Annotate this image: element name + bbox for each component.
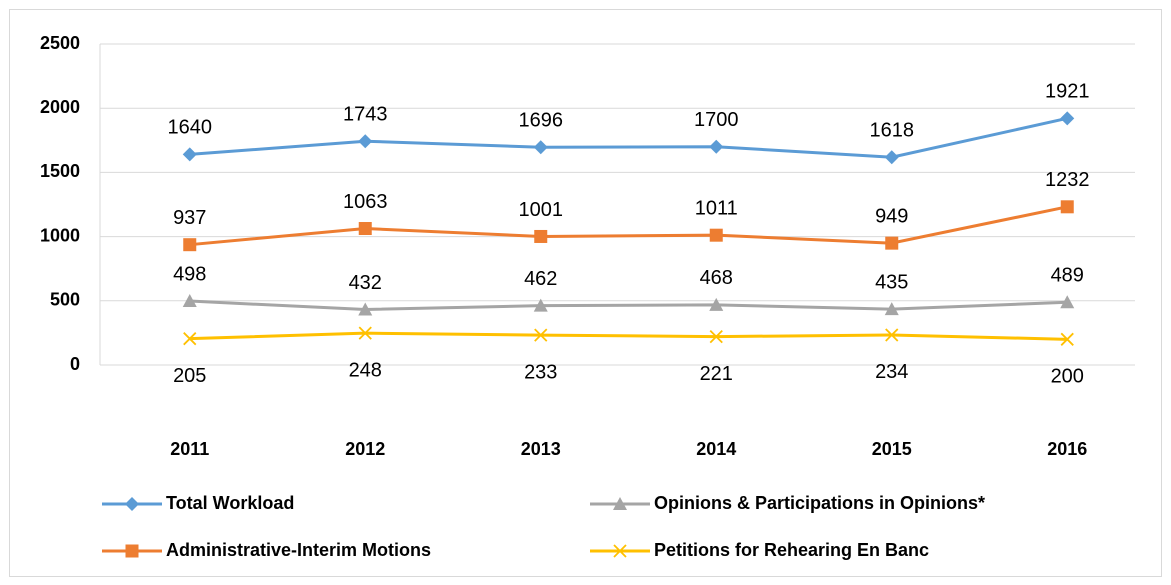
data-label: 1001	[519, 199, 564, 221]
series-line	[189, 299, 1068, 312]
data-point	[182, 294, 197, 308]
data-point	[183, 332, 197, 346]
data-point	[885, 236, 899, 250]
data-point	[358, 222, 372, 236]
data-label: 1232	[1045, 169, 1090, 191]
x-tick-label: 2012	[345, 439, 385, 459]
data-label: 1696	[519, 110, 564, 132]
data-point	[709, 329, 723, 344]
data-label: 248	[349, 359, 382, 381]
data-label: 1618	[870, 120, 915, 142]
legend-marker	[125, 497, 139, 511]
legend-marker	[125, 544, 139, 558]
y-tick-label: 0	[70, 354, 80, 374]
data-label: 1063	[343, 191, 388, 213]
data-point	[534, 229, 548, 243]
y-tick-label: 2500	[40, 33, 80, 53]
legend-label: Total Workload	[166, 493, 294, 513]
chart-border	[9, 9, 1162, 577]
data-label: 234	[875, 361, 908, 383]
data-point	[885, 328, 899, 342]
data-point	[534, 328, 548, 342]
data-label: 489	[1051, 264, 1084, 286]
series-line	[189, 331, 1068, 341]
legend-marker	[613, 544, 627, 558]
data-point	[358, 326, 372, 340]
y-tick-label: 500	[50, 290, 80, 310]
series-line	[189, 205, 1068, 247]
x-tick-label: 2016	[1047, 439, 1087, 459]
data-point	[1060, 295, 1075, 309]
data-label: 937	[173, 207, 206, 229]
series-line	[189, 116, 1068, 159]
y-tick-label: 2000	[40, 97, 80, 117]
legend-label: Administrative-Interim Motions	[166, 540, 431, 560]
legend-label: Opinions & Participations in Opinions*	[654, 493, 985, 513]
data-label: 200	[1051, 366, 1084, 388]
legend-label: Petitions for Rehearing En Banc	[654, 540, 929, 560]
data-point	[709, 228, 723, 242]
x-tick-label: 2013	[521, 439, 561, 459]
data-point	[533, 298, 548, 312]
data-label: 1743	[343, 103, 388, 125]
data-label: 949	[875, 205, 908, 227]
legend-marker	[613, 497, 627, 510]
data-point	[1060, 111, 1075, 126]
data-point	[1060, 200, 1074, 214]
data-point	[358, 134, 373, 149]
y-tick-label: 1000	[40, 225, 80, 245]
data-label: 1921	[1045, 81, 1090, 103]
data-point	[1060, 332, 1074, 346]
data-label: 1011	[695, 197, 738, 219]
data-point	[358, 302, 373, 316]
data-point	[182, 147, 197, 162]
data-point	[709, 297, 724, 311]
x-tick-label: 2014	[696, 439, 736, 459]
data-point	[709, 139, 724, 154]
data-label: 432	[349, 272, 382, 294]
data-label: 498	[173, 263, 206, 285]
data-label: 468	[700, 267, 733, 289]
data-label: 1640	[168, 117, 213, 139]
data-label: 233	[524, 361, 557, 383]
y-tick-label: 1500	[40, 161, 80, 181]
data-label: 435	[875, 271, 908, 293]
data-label: 462	[524, 268, 557, 290]
data-point	[884, 302, 899, 316]
data-label: 205	[173, 365, 206, 387]
data-point	[884, 150, 899, 165]
data-point	[533, 140, 548, 155]
x-tick-label: 2011	[170, 439, 209, 459]
data-label: 221	[700, 363, 733, 385]
data-label: 1700	[694, 109, 739, 131]
x-tick-label: 2015	[872, 439, 912, 459]
data-point	[183, 238, 197, 252]
